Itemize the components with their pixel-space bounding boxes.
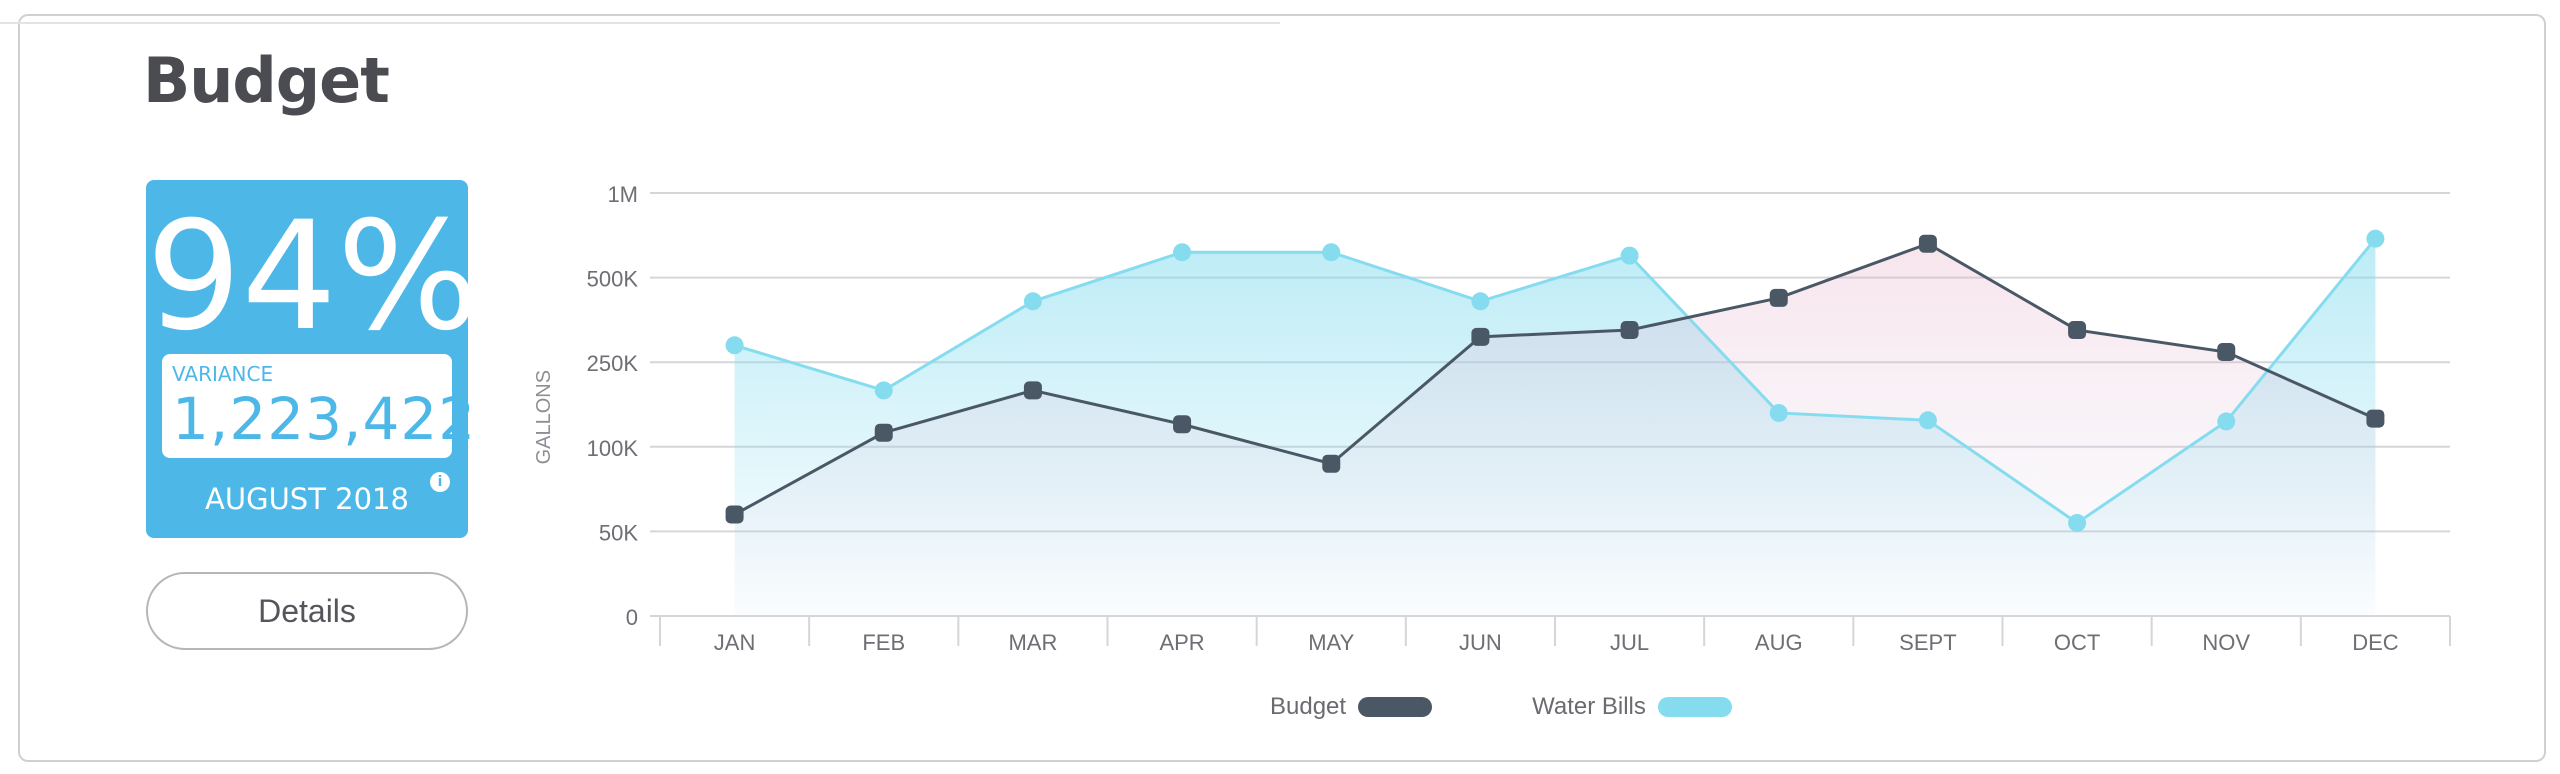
x-tick-label: OCT bbox=[2054, 630, 2100, 655]
budget-point bbox=[1173, 415, 1192, 434]
top-divider bbox=[0, 22, 1280, 24]
x-tick-label: NOV bbox=[2202, 630, 2250, 655]
water-bills-point bbox=[1173, 243, 1192, 262]
x-tick-label: MAY bbox=[1308, 630, 1354, 655]
x-tick-label: JAN bbox=[714, 630, 756, 655]
x-tick-label: SEPT bbox=[1899, 630, 1956, 655]
budget-point bbox=[2217, 343, 2236, 362]
water-bills-point bbox=[1023, 292, 1042, 311]
y-tick-label: 50K bbox=[599, 520, 638, 545]
water-bills-point bbox=[2366, 229, 2385, 248]
water-bills-point bbox=[1918, 411, 1937, 430]
budget-point bbox=[1620, 321, 1639, 340]
x-tick-label: DEC bbox=[2352, 630, 2399, 655]
x-tick-label: AUG bbox=[1755, 630, 1803, 655]
kpi-date: AUGUST 2018 bbox=[205, 482, 409, 516]
x-tick-label: MAR bbox=[1008, 630, 1057, 655]
y-tick-label: 500K bbox=[587, 267, 639, 292]
water-bills-point bbox=[874, 381, 893, 400]
variance-label: VARIANCE bbox=[172, 362, 274, 386]
budget-point bbox=[2068, 321, 2087, 340]
budget-point bbox=[2366, 409, 2385, 428]
budget-area bbox=[734, 243, 2376, 616]
budget-point bbox=[1471, 327, 1490, 346]
y-tick-label: 250K bbox=[587, 351, 639, 376]
legend-item-budget: Budget bbox=[1270, 693, 1433, 721]
budget-point bbox=[1023, 381, 1042, 400]
water-bills-point bbox=[1471, 292, 1490, 311]
budget-line bbox=[733, 242, 2377, 516]
info-icon[interactable]: i bbox=[430, 472, 450, 492]
budget-point bbox=[874, 423, 893, 442]
x-tick-label: APR bbox=[1159, 630, 1204, 655]
legend-label-water-bills: Water Bills bbox=[1532, 693, 1646, 720]
kpi-card: 94% VARIANCE 1,223,422 AUGUST 2018 i bbox=[146, 180, 480, 538]
water-bills-point bbox=[1620, 246, 1639, 265]
chart-svg: 0 50K 100K 250K 500K 1M GALLONS JAN FEB MAR APR MAY… bbox=[533, 182, 2451, 655]
legend-swatch-budget bbox=[1358, 697, 1433, 717]
legend-label-budget: Budget bbox=[1270, 693, 1347, 720]
kpi-percent: 94% bbox=[146, 190, 480, 364]
chart: 0 50K 100K 250K 500K 1M GALLONS JAN FEB MAR APR MAY… bbox=[520, 160, 2480, 720]
budget-point bbox=[725, 505, 744, 524]
variance-box: VARIANCE 1,223,422 bbox=[162, 354, 475, 458]
y-tick-label: 0 bbox=[626, 605, 638, 630]
budget-point bbox=[1918, 234, 1937, 253]
legend-swatch-water-bills bbox=[1657, 697, 1732, 717]
budget-point bbox=[1322, 454, 1341, 473]
water-bills-point bbox=[2217, 412, 2236, 431]
water-bills-point bbox=[1769, 403, 1788, 422]
x-tick-label: JUN bbox=[1459, 630, 1502, 655]
y-axis-label: GALLONS bbox=[533, 370, 555, 464]
chart-legend: Budget Water Bills bbox=[1270, 690, 1832, 724]
y-tick-label: 100K bbox=[587, 436, 639, 461]
y-tick-label: 1M bbox=[607, 182, 638, 207]
x-tick-label: JUL bbox=[1610, 630, 1649, 655]
x-tick-label: FEB bbox=[862, 630, 905, 655]
legend-item-water-bills: Water Bills bbox=[1532, 693, 1732, 721]
water-bills-point bbox=[1322, 243, 1341, 262]
water-bills-line bbox=[734, 237, 2377, 525]
page-title: Budget bbox=[143, 44, 390, 117]
budget-point bbox=[1769, 288, 1788, 307]
water-bills-point bbox=[725, 336, 744, 355]
variance-value: 1,223,422 bbox=[172, 385, 477, 453]
water-bills-point bbox=[2068, 513, 2087, 532]
details-button[interactable]: Details bbox=[146, 572, 468, 650]
